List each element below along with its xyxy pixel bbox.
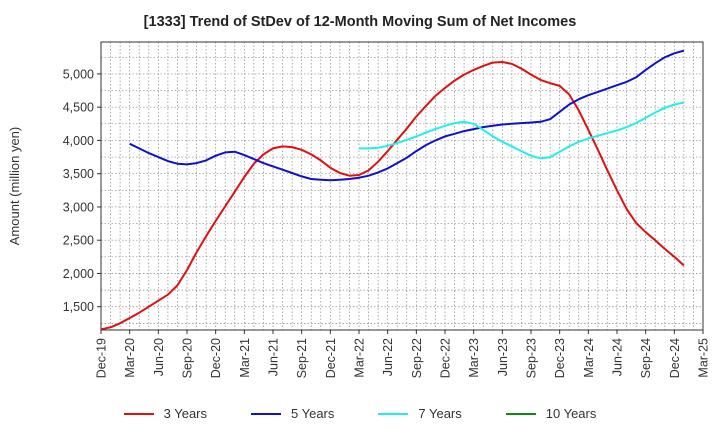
x-tick-label: Sep-21 bbox=[295, 338, 309, 378]
y-tick-label: 3,000 bbox=[63, 200, 94, 214]
y-axis-label: Amount (million yen) bbox=[7, 127, 22, 246]
legend-label: 3 Years bbox=[163, 406, 207, 421]
plot-frame bbox=[100, 41, 704, 331]
legend-item: 10 Years bbox=[505, 406, 597, 421]
x-tick-label: Jun-22 bbox=[381, 338, 395, 376]
x-tick-label: Mar-20 bbox=[123, 338, 137, 378]
legend-item: 3 Years bbox=[123, 406, 207, 421]
y-tick-label: 5,000 bbox=[63, 67, 94, 81]
series-line-5-years bbox=[129, 49, 685, 182]
x-tick-label: Sep-24 bbox=[639, 338, 653, 378]
x-tick-label: Sep-20 bbox=[181, 338, 195, 378]
x-tick-label: Dec-23 bbox=[553, 338, 567, 378]
x-tick-label: Dec-20 bbox=[209, 338, 223, 378]
x-tick-label: Mar-25 bbox=[697, 338, 711, 378]
y-tick-label: 2,000 bbox=[63, 267, 94, 281]
x-tick-label: Dec-21 bbox=[324, 338, 338, 378]
x-tick-label: Dec-19 bbox=[95, 338, 109, 378]
series-layer bbox=[100, 49, 685, 331]
legend-swatch bbox=[123, 412, 154, 415]
legend-swatch bbox=[251, 412, 281, 415]
x-tick-label: Dec-24 bbox=[668, 338, 682, 378]
x-tick-label: Mar-21 bbox=[238, 338, 252, 378]
legend-item: 7 Years bbox=[378, 406, 462, 421]
x-tick-label: Jun-21 bbox=[267, 338, 281, 376]
x-tick-label: Jun-20 bbox=[152, 338, 166, 376]
legend-label: 5 Years bbox=[291, 406, 335, 421]
x-tick-label: Sep-22 bbox=[410, 338, 424, 378]
x-tick-label: Dec-22 bbox=[439, 338, 453, 378]
y-tick-label: 4,000 bbox=[63, 134, 94, 148]
legend: 3 Years 5 Years 7 Years 10 Years bbox=[0, 406, 720, 421]
grid bbox=[101, 42, 703, 330]
x-tick-label: Jun-24 bbox=[611, 338, 625, 376]
legend-label: 7 Years bbox=[418, 406, 462, 421]
x-tick-label: Mar-24 bbox=[582, 338, 596, 378]
y-tick-label: 1,500 bbox=[63, 300, 94, 314]
y-tick-label: 4,500 bbox=[63, 101, 94, 115]
x-tick-label: Mar-23 bbox=[467, 338, 481, 378]
series-line-7-years bbox=[359, 101, 685, 160]
y-tick-label: 3,500 bbox=[63, 167, 94, 181]
y-axis-ticks: 1,500 2,000 2,500 3,000 3,500 4,000 4,500 5,000 bbox=[63, 67, 101, 314]
chart-title: [1333] Trend of StDev of 12-Month Moving… bbox=[143, 14, 577, 30]
x-tick-label: Sep-23 bbox=[525, 338, 539, 378]
series-line-3-years bbox=[100, 61, 685, 331]
x-tick-label: Mar-22 bbox=[353, 338, 367, 378]
x-axis-ticks: Dec-19 Mar-20 Jun-20 Sep-20 Dec-20 Mar-21 Jun-… bbox=[95, 330, 711, 378]
legend-swatch bbox=[378, 412, 409, 415]
y-tick-label: 2,500 bbox=[63, 234, 94, 248]
legend-swatch bbox=[505, 412, 536, 415]
legend-label: 10 Years bbox=[545, 406, 597, 421]
x-tick-label: Jun-23 bbox=[496, 338, 510, 376]
legend-item: 5 Years bbox=[251, 406, 334, 421]
